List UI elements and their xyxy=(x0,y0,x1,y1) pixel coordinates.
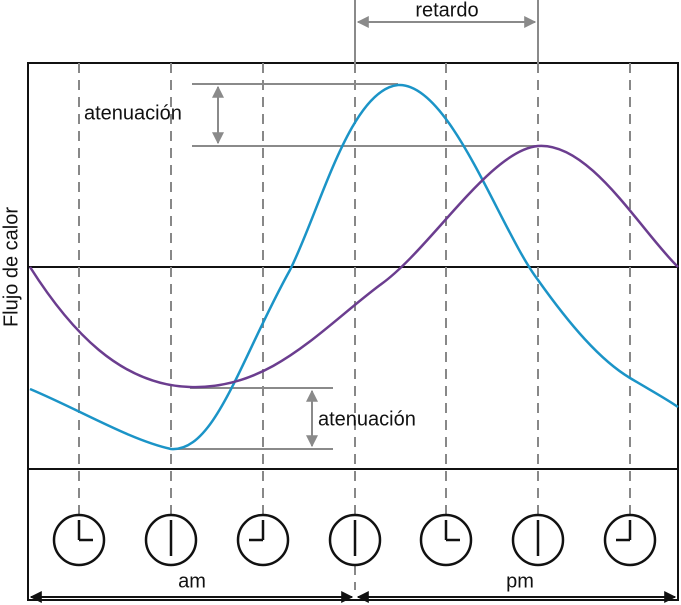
clocks xyxy=(52,513,657,567)
attenuation-top-marker xyxy=(192,83,538,147)
delay-label: retardo xyxy=(415,0,478,21)
pm-label: pm xyxy=(506,570,534,592)
am-label: am xyxy=(178,570,206,592)
attenuation-bottom-label: atenuación xyxy=(318,408,416,430)
delay-marker xyxy=(354,0,539,63)
attenuation-top-label: atenuación xyxy=(84,102,182,124)
y-axis-label: Flujo de calor xyxy=(0,207,22,327)
time-grid xyxy=(78,63,631,590)
attenuation-bottom-marker xyxy=(171,387,333,450)
outside-flux-curve xyxy=(29,83,679,451)
inside-flux-curve xyxy=(28,144,679,389)
